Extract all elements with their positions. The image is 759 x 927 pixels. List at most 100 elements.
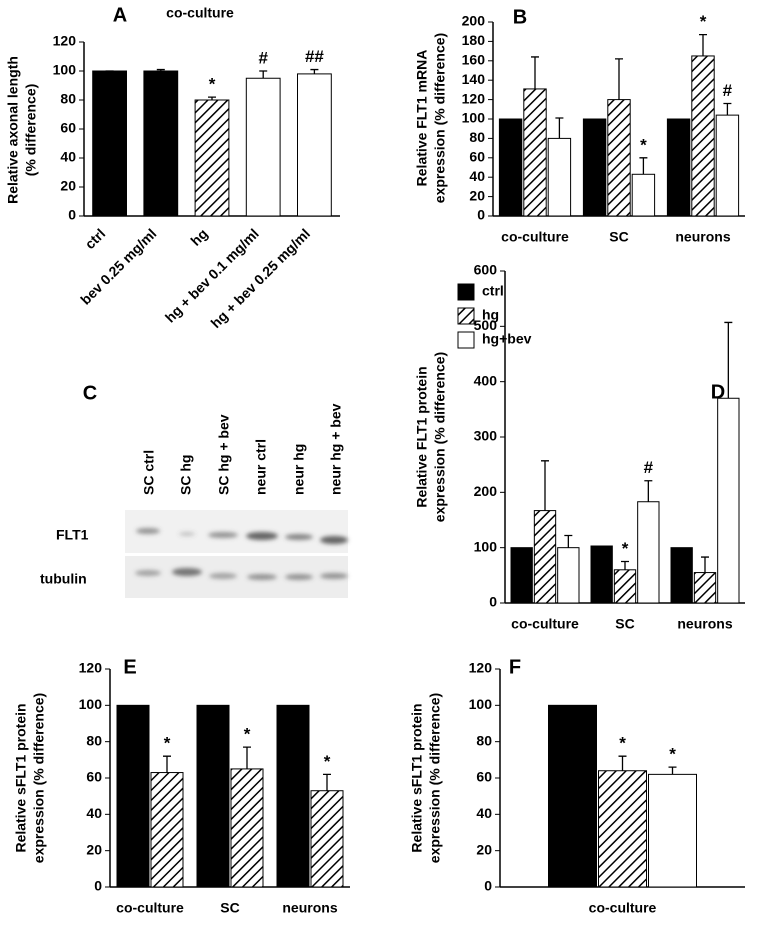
error-bar	[618, 755, 627, 771]
x-tick-label: co-culture	[511, 616, 579, 632]
bar	[310, 790, 344, 888]
bar	[498, 118, 523, 217]
x-tick-label: co-culture	[589, 900, 657, 916]
annotation: *	[619, 734, 626, 753]
row-label: FLT1	[56, 527, 89, 543]
bar	[691, 55, 715, 217]
bar	[116, 704, 150, 888]
y-tick-label: 100	[53, 62, 77, 78]
legend-swatch	[457, 331, 475, 349]
y-tick-label: 400	[474, 372, 498, 388]
bar	[631, 173, 656, 217]
bar	[150, 772, 184, 888]
annotation: *	[209, 75, 216, 94]
error-bar	[724, 321, 733, 399]
bar	[510, 547, 533, 604]
y-tick-label: 180	[462, 32, 486, 48]
y-tick-label: 0	[94, 878, 102, 894]
x-tick-label: hg + bev 0.25 mg/ml	[207, 225, 313, 331]
error-bar	[243, 746, 251, 769]
y-tick-label: 160	[462, 52, 486, 68]
error-bar	[699, 33, 707, 56]
y-tick-label: 100	[469, 696, 493, 712]
annotation: #	[644, 458, 654, 477]
bar	[598, 770, 647, 888]
y-tick-label: 20	[469, 187, 485, 203]
error-bar	[615, 58, 623, 100]
annotation: *	[622, 539, 629, 558]
bar	[548, 704, 597, 888]
y-tick-label: 600	[474, 262, 498, 278]
lane-label: neur ctrl	[253, 439, 269, 495]
bar	[670, 547, 693, 604]
lane-label: neur hg + bev	[328, 403, 344, 495]
annotation: *	[324, 752, 331, 771]
annotation: *	[640, 135, 647, 154]
chart-title: co-culture	[166, 5, 234, 21]
y-tick-label: 100	[474, 538, 498, 554]
bar	[196, 704, 230, 888]
error-bar	[259, 70, 268, 79]
y-axis-label: expression (% difference)	[432, 352, 448, 522]
y-tick-label: 300	[474, 428, 498, 444]
error-bar	[208, 96, 216, 100]
y-tick-label: 20	[86, 841, 102, 857]
legend-label: ctrl	[482, 283, 504, 299]
y-tick-label: 0	[68, 207, 76, 223]
bar	[637, 501, 660, 604]
legend-label: hg+bev	[482, 331, 532, 347]
x-tick-label: SC	[615, 616, 634, 632]
bar	[194, 99, 230, 217]
bar	[245, 77, 281, 217]
y-tick-label: 0	[489, 594, 497, 610]
x-tick-label: hg	[187, 225, 210, 248]
error-bar	[555, 117, 564, 139]
bar	[276, 704, 310, 888]
panel-label: A	[113, 4, 127, 26]
y-tick-label: 60	[60, 120, 76, 136]
bar	[297, 73, 332, 217]
annotation: *	[164, 734, 171, 753]
bar	[590, 545, 613, 604]
y-tick-label: 140	[462, 71, 486, 87]
y-tick-label: 0	[484, 878, 492, 894]
x-tick-label: hg + bev 0.1 mg/ml	[162, 225, 262, 325]
error-bar	[644, 480, 653, 502]
x-tick-label: ctrl	[82, 225, 109, 252]
bar	[715, 114, 740, 217]
x-tick-label: neurons	[677, 616, 732, 632]
y-tick-label: 40	[476, 805, 492, 821]
blot-strip	[125, 510, 348, 553]
y-axis-label: expression (% difference)	[432, 33, 448, 203]
bar	[230, 768, 264, 888]
x-tick-label: SC	[220, 900, 239, 916]
y-tick-label: 200	[474, 483, 498, 499]
lane-label: neur hg	[291, 444, 307, 495]
x-tick-label: co-culture	[116, 900, 184, 916]
error-bar	[723, 102, 732, 116]
error-bar	[668, 766, 677, 775]
bar	[557, 547, 580, 604]
bar	[547, 137, 572, 217]
bar	[533, 510, 557, 604]
lane-label: SC ctrl	[141, 450, 157, 495]
error-bar	[531, 56, 539, 89]
y-tick-label: 60	[469, 149, 485, 165]
y-tick-label: 100	[462, 110, 486, 126]
y-axis-label: Relative FLT1 mRNA	[414, 50, 430, 187]
y-axis-label: expression (% difference)	[31, 693, 47, 863]
error-bar	[541, 460, 549, 511]
legend-swatch	[457, 283, 475, 301]
y-tick-label: 80	[86, 732, 102, 748]
y-tick-label: 40	[86, 805, 102, 821]
lane-label: SC hg	[178, 455, 194, 495]
y-tick-label: 20	[60, 178, 76, 194]
lane-label: SC hg + bev	[216, 414, 232, 495]
y-tick-label: 500	[474, 317, 498, 333]
y-axis-label: Relative FLT1 protein	[414, 366, 430, 507]
error-bar	[564, 534, 573, 548]
y-tick-label: 120	[469, 660, 493, 676]
legend-swatch	[457, 307, 475, 325]
bar	[92, 70, 127, 217]
